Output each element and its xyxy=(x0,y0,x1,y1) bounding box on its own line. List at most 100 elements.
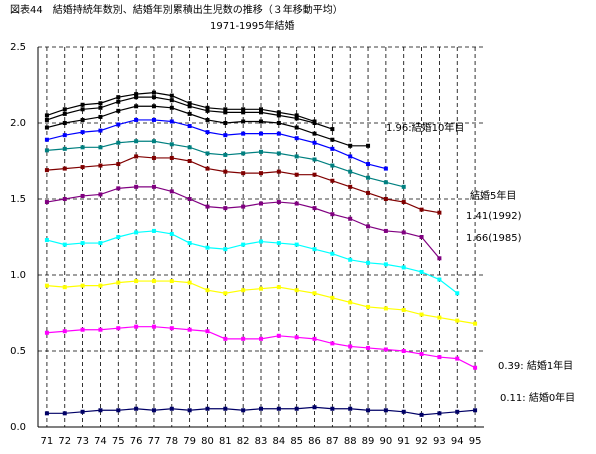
point xyxy=(223,169,228,174)
point xyxy=(473,408,478,413)
point xyxy=(80,241,85,246)
point xyxy=(205,105,210,110)
point xyxy=(151,184,156,189)
point xyxy=(437,277,442,282)
point xyxy=(276,110,281,115)
point xyxy=(116,280,121,285)
point xyxy=(80,327,85,332)
point xyxy=(169,105,174,110)
point xyxy=(241,336,246,341)
point xyxy=(366,304,371,309)
point xyxy=(348,184,353,189)
point xyxy=(62,197,67,201)
point xyxy=(80,165,85,170)
y-tick-label: 1.0 xyxy=(10,270,26,281)
point xyxy=(241,151,246,156)
point xyxy=(151,90,156,95)
annotation: 0.39: 結婚1年目 xyxy=(498,359,573,372)
x-tick-label: 75 xyxy=(112,436,125,447)
point xyxy=(98,192,103,197)
y-tick-label: 2.0 xyxy=(10,118,26,129)
point xyxy=(223,206,228,211)
point xyxy=(134,154,139,159)
point xyxy=(294,201,299,206)
x-tick-label: 83 xyxy=(255,436,268,447)
point xyxy=(80,409,85,414)
point xyxy=(151,117,156,122)
point xyxy=(259,131,263,136)
point xyxy=(44,200,49,205)
point xyxy=(134,406,139,411)
point xyxy=(134,324,139,329)
point xyxy=(330,406,335,411)
point xyxy=(276,131,281,136)
point xyxy=(276,333,281,338)
point xyxy=(98,105,103,110)
point xyxy=(330,341,335,346)
point xyxy=(348,154,353,159)
point xyxy=(276,285,281,290)
x-tick-label: 76 xyxy=(130,436,143,447)
point xyxy=(98,327,103,332)
point xyxy=(366,345,371,350)
point xyxy=(312,291,317,296)
point xyxy=(44,411,49,416)
point xyxy=(80,130,85,135)
point xyxy=(455,409,460,414)
point xyxy=(330,146,335,151)
point xyxy=(223,110,228,115)
point xyxy=(294,116,299,121)
point xyxy=(241,204,246,209)
point xyxy=(116,99,121,104)
x-tick-label: 95 xyxy=(469,436,482,447)
point xyxy=(169,98,174,103)
point xyxy=(348,300,353,305)
point xyxy=(383,262,388,267)
point xyxy=(276,241,281,246)
point xyxy=(241,288,246,293)
point xyxy=(169,279,174,284)
point xyxy=(259,107,263,112)
point xyxy=(473,321,478,326)
point xyxy=(401,349,406,353)
point xyxy=(62,166,67,171)
point xyxy=(259,171,263,176)
x-tick-label: 88 xyxy=(344,436,357,447)
point xyxy=(241,131,246,136)
point xyxy=(62,133,67,138)
x-tick-label: 82 xyxy=(237,436,250,447)
point xyxy=(312,405,317,410)
point xyxy=(259,110,263,115)
x-tick-label: 94 xyxy=(451,436,464,447)
point xyxy=(44,168,49,173)
point xyxy=(205,117,210,122)
y-tick-label: 0.0 xyxy=(10,422,26,433)
point xyxy=(294,125,299,130)
point xyxy=(62,329,67,334)
point xyxy=(241,171,246,176)
point xyxy=(312,247,317,252)
point xyxy=(169,406,174,411)
point xyxy=(187,124,192,129)
point xyxy=(455,356,460,361)
point xyxy=(383,228,388,233)
x-tick-label: 92 xyxy=(415,436,428,447)
point xyxy=(366,408,371,413)
point xyxy=(134,104,139,109)
point xyxy=(205,166,210,171)
point xyxy=(294,288,299,293)
point xyxy=(223,406,228,411)
x-tick-label: 74 xyxy=(94,436,107,447)
x-tick-label: 90 xyxy=(380,436,393,447)
x-tick-label: 84 xyxy=(272,436,285,447)
point xyxy=(366,162,371,167)
point xyxy=(348,216,353,221)
point xyxy=(276,200,281,205)
point xyxy=(312,140,317,145)
point xyxy=(187,241,192,246)
point xyxy=(437,210,442,215)
point xyxy=(366,260,371,265)
point xyxy=(455,291,460,296)
point xyxy=(98,145,103,150)
x-tick-label: 73 xyxy=(76,436,89,447)
